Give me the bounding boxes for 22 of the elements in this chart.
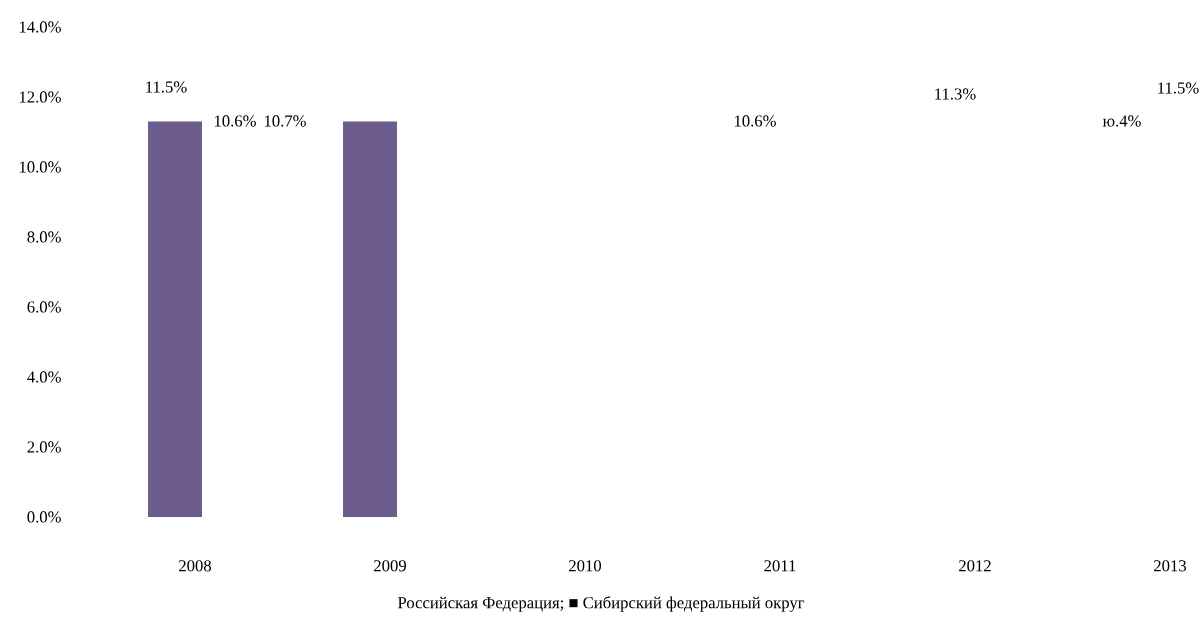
x-tick-label: 2008 [179, 560, 212, 572]
annotation: 11.5% [1158, 82, 1199, 94]
text: Российская Федерация; ■ Сибирский федеральный округ [397, 596, 805, 612]
x-tick-label: 2010 [569, 560, 602, 572]
annotation: 11.3% [935, 88, 976, 100]
x-tick-label: 2011 [764, 560, 796, 572]
annotation: 10.6% [214, 115, 256, 127]
y-tick-label: 6.0% [27, 301, 61, 313]
y-tick-label: 10.0% [19, 161, 61, 173]
y-tick-label: 8.0% [27, 231, 61, 243]
y-tick-label: 4.0% [27, 371, 61, 383]
y-tick-label: 0.0% [27, 511, 61, 523]
y-tick-label: 12.0% [19, 91, 61, 103]
annotation: ю.4% [1102, 115, 1141, 127]
annotation: 10.6% [734, 115, 776, 127]
x-tick-label: 2013 [1154, 560, 1186, 572]
x-tick-label: 2009 [374, 560, 406, 572]
y-tick-label: 2.0% [27, 441, 61, 453]
y-tick-label: 14.0% [19, 21, 61, 33]
x-tick-label: 2012 [959, 560, 991, 572]
annotation: 10.7% [264, 115, 306, 127]
annotation: 11.5% [146, 81, 187, 93]
